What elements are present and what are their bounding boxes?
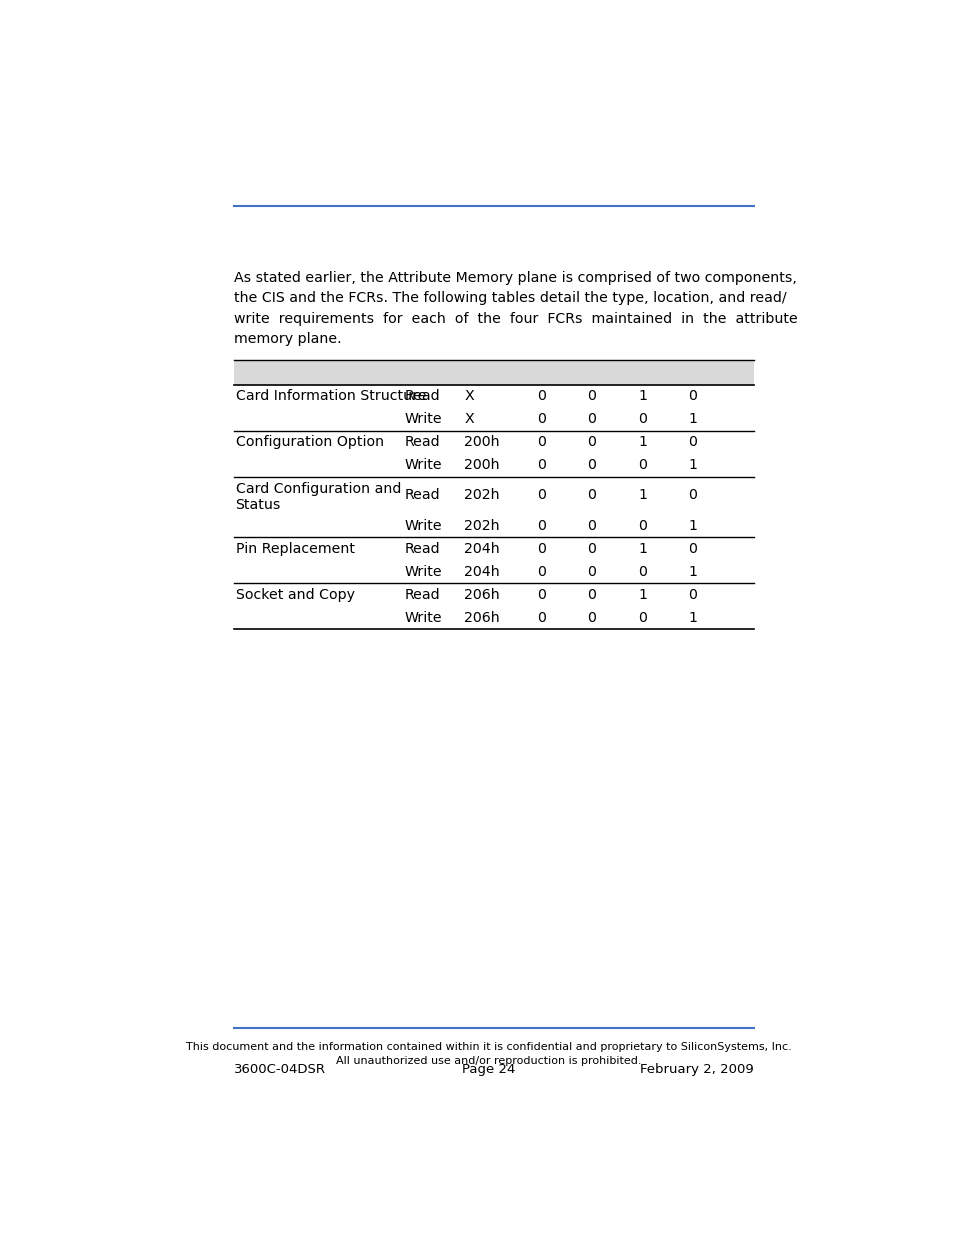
Text: Card Configuration and
Status: Card Configuration and Status (235, 482, 400, 511)
Text: 0: 0 (688, 489, 697, 503)
Text: Read: Read (404, 542, 439, 556)
Text: 202h: 202h (464, 519, 499, 532)
Text: 0: 0 (537, 458, 545, 473)
Text: 0: 0 (638, 412, 646, 426)
Text: 200h: 200h (464, 458, 499, 473)
Text: As stated earlier, the Attribute Memory plane is comprised of two components,
th: As stated earlier, the Attribute Memory … (233, 272, 797, 346)
Text: Read: Read (404, 436, 439, 450)
Text: 0: 0 (537, 519, 545, 532)
Text: Configuration Option: Configuration Option (235, 436, 383, 450)
Text: 0: 0 (688, 389, 697, 403)
Text: 1: 1 (638, 542, 646, 556)
Text: Write: Write (404, 519, 441, 532)
Text: 0: 0 (587, 412, 596, 426)
Text: 200h: 200h (464, 436, 499, 450)
Text: February 2, 2009: February 2, 2009 (639, 1063, 753, 1077)
Text: 0: 0 (587, 436, 596, 450)
Text: 206h: 206h (464, 588, 499, 601)
Text: Pin Replacement: Pin Replacement (235, 542, 355, 556)
Text: 0: 0 (537, 588, 545, 601)
Text: Write: Write (404, 611, 441, 625)
Text: 1: 1 (688, 519, 697, 532)
Text: 1: 1 (638, 588, 646, 601)
Text: 204h: 204h (464, 542, 499, 556)
Text: X: X (464, 389, 474, 403)
Text: 0: 0 (587, 564, 596, 579)
Text: 1: 1 (688, 564, 697, 579)
Text: Read: Read (404, 489, 439, 503)
Text: 204h: 204h (464, 564, 499, 579)
Text: 0: 0 (537, 489, 545, 503)
Text: 202h: 202h (464, 489, 499, 503)
Text: 0: 0 (587, 489, 596, 503)
Text: 0: 0 (537, 611, 545, 625)
Text: 0: 0 (537, 564, 545, 579)
Text: This document and the information contained within it is confidential and propri: This document and the information contai… (186, 1042, 791, 1052)
Text: Write: Write (404, 564, 441, 579)
Text: 0: 0 (587, 389, 596, 403)
Text: 1: 1 (638, 436, 646, 450)
Text: All unauthorized use and/or reproduction is prohibited.: All unauthorized use and/or reproduction… (335, 1056, 641, 1066)
Text: 0: 0 (537, 542, 545, 556)
Text: Page 24: Page 24 (462, 1063, 515, 1077)
Text: 0: 0 (587, 588, 596, 601)
Text: 0: 0 (537, 436, 545, 450)
Text: 1: 1 (688, 611, 697, 625)
Text: 0: 0 (688, 542, 697, 556)
Text: 3600C-04DSR: 3600C-04DSR (233, 1063, 326, 1077)
Text: 1: 1 (638, 489, 646, 503)
Text: 1: 1 (638, 389, 646, 403)
Text: 0: 0 (587, 458, 596, 473)
Text: 0: 0 (537, 389, 545, 403)
Text: 0: 0 (587, 542, 596, 556)
Text: 0: 0 (638, 564, 646, 579)
Text: X: X (464, 412, 474, 426)
Text: Socket and Copy: Socket and Copy (235, 588, 355, 601)
Text: Card Information Structure: Card Information Structure (235, 389, 426, 403)
Text: 0: 0 (587, 611, 596, 625)
Text: Write: Write (404, 458, 441, 473)
Bar (233, 359, 753, 384)
Text: 0: 0 (537, 412, 545, 426)
Text: 1: 1 (688, 412, 697, 426)
Text: 0: 0 (638, 519, 646, 532)
Text: 206h: 206h (464, 611, 499, 625)
Text: 0: 0 (587, 519, 596, 532)
Text: 0: 0 (688, 436, 697, 450)
Text: 0: 0 (638, 458, 646, 473)
Text: Read: Read (404, 389, 439, 403)
Text: Read: Read (404, 588, 439, 601)
Text: 0: 0 (688, 588, 697, 601)
Text: Write: Write (404, 412, 441, 426)
Text: 1: 1 (688, 458, 697, 473)
Text: 0: 0 (638, 611, 646, 625)
